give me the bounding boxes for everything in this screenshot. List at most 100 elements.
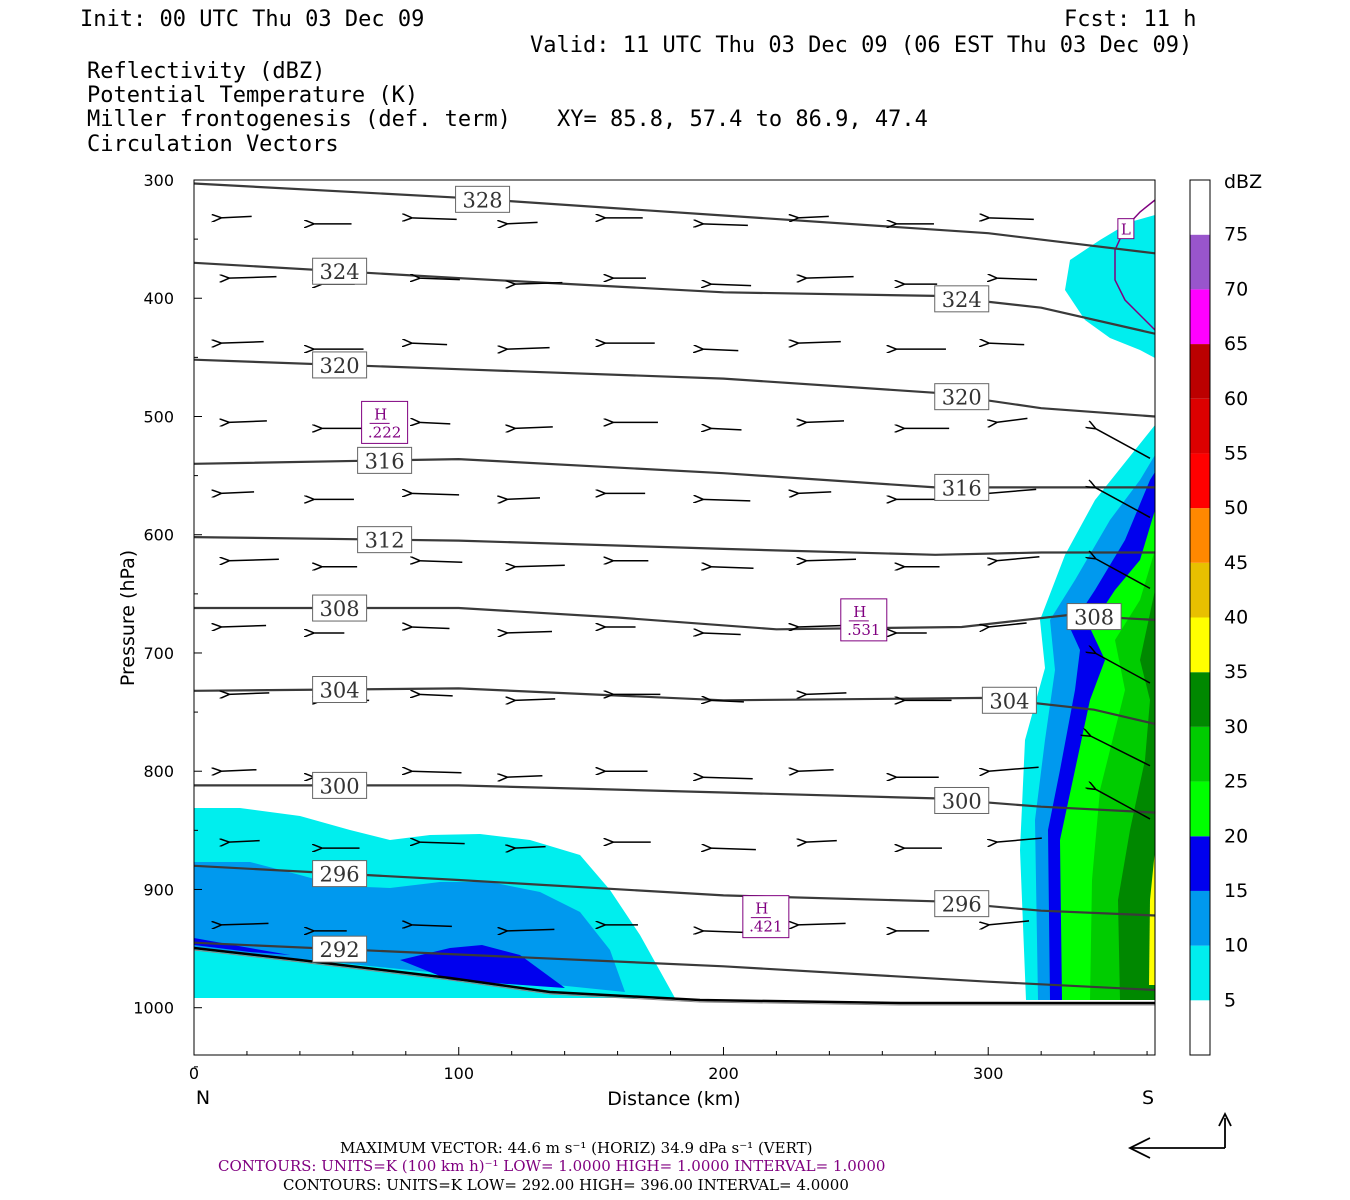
circulation-vector	[506, 929, 555, 931]
svg-text:296: 296	[320, 863, 360, 887]
theta-contour-304	[194, 687, 1155, 725]
theta-contour-label: 296	[934, 890, 990, 918]
svg-text:H: H	[853, 603, 866, 621]
y-tick-label: 700	[143, 644, 174, 663]
circulation-vector	[1095, 558, 1151, 590]
colorbar-level: 25	[1224, 771, 1248, 793]
theta-contour-label: 324	[934, 285, 990, 313]
circulation-vector	[506, 348, 550, 350]
frontogenesis-max-label: H.222	[361, 400, 409, 444]
theta-contour-328	[194, 182, 1155, 255]
cross-section-endpoints: XY= 85.8, 57.4 to 86.9, 47.4	[557, 107, 928, 132]
colorbar-swatch	[1190, 672, 1210, 727]
svg-text:308: 308	[1074, 606, 1114, 630]
colorbar-swatch	[1190, 508, 1210, 563]
circulation-vector	[988, 488, 1037, 493]
plot-area: 328 324 324 320 320 316 316 312 308 308 304 304 300 3…	[194, 182, 1155, 1006]
circulation-vector	[506, 498, 541, 500]
svg-text:H: H	[755, 900, 768, 918]
svg-text:312: 312	[365, 529, 405, 553]
circulation-vector	[514, 283, 563, 285]
theta-contour-300	[194, 784, 1155, 814]
circulation-vector	[996, 278, 1038, 280]
colorbar-swatch	[1190, 617, 1210, 673]
colorbar-swatch	[1190, 234, 1210, 290]
colorbar-swatch	[1190, 781, 1210, 837]
circulation-vector	[220, 492, 255, 494]
plot-frame	[193, 179, 1156, 1056]
colorbar-swatch	[1190, 945, 1210, 1001]
colorbar-level: 50	[1224, 497, 1248, 519]
colorbar-level: 60	[1224, 388, 1248, 410]
theta-contour-label: 320	[312, 351, 368, 379]
theta-contour-label: 324	[312, 257, 368, 285]
terrain-line-inner	[194, 949, 1155, 1006]
theta-contour-label: 304	[981, 686, 1037, 714]
circulation-vector	[996, 555, 1040, 561]
svg-text:.421: .421	[749, 918, 782, 936]
colorbar-swatch	[1190, 289, 1210, 345]
field-potential-temperature: Potential Temperature (K)	[87, 83, 418, 108]
theta-contour-label: 308	[312, 594, 368, 622]
theta-contour-296	[194, 864, 1155, 917]
y-tick-label: 300	[143, 171, 174, 190]
circulation-vector	[702, 224, 748, 226]
frontogenesis-contour	[1114, 199, 1155, 331]
colorbar-swatch	[1190, 562, 1210, 618]
circulation-vector	[220, 625, 267, 627]
theta-contour-label: 312	[357, 526, 413, 554]
circulation-vector	[710, 428, 742, 430]
circulation-vectors	[220, 216, 1151, 932]
reference-vector	[1127, 1111, 1232, 1159]
y-tick-label: 1000	[133, 999, 174, 1018]
circulation-vector	[1090, 736, 1151, 767]
svg-text:308: 308	[320, 597, 360, 621]
circulation-vector	[806, 841, 837, 843]
circulation-vector	[798, 923, 846, 925]
circulation-vector	[806, 421, 845, 423]
circulation-vector	[228, 693, 270, 695]
theta-contour-label: 308	[1066, 603, 1122, 631]
circulation-vector	[220, 770, 257, 772]
field-circulation-vectors: Circulation Vectors	[87, 132, 339, 157]
colorbar-level: 30	[1224, 716, 1248, 738]
circulation-vector	[710, 284, 752, 286]
colorbar-swatch	[1190, 890, 1210, 946]
circulation-vector	[710, 848, 756, 850]
circulation-vector	[1095, 653, 1151, 684]
y-tick-label: 800	[143, 762, 174, 781]
theta-contour-label: 300	[312, 771, 368, 799]
frontogenesis-max-label: H.421	[742, 895, 790, 939]
theta-contour-label: 296	[312, 860, 368, 888]
circulation-vector	[506, 631, 553, 633]
theta-contour-292	[194, 941, 1155, 992]
colorbar-level: 65	[1224, 333, 1248, 355]
circulation-vector	[996, 837, 1042, 842]
circulation-vector	[710, 700, 744, 702]
circulation-vector	[419, 694, 453, 696]
colorbar-level: 70	[1224, 278, 1248, 300]
colorbar-level: 75	[1224, 224, 1248, 246]
svg-text:304: 304	[320, 679, 360, 703]
circulation-vector	[411, 493, 460, 495]
x-tick-label: 300	[973, 1064, 1004, 1083]
circulation-vector	[506, 222, 538, 224]
colorbar-level: 10	[1224, 935, 1248, 957]
circulation-vector	[220, 923, 269, 925]
svg-text:320: 320	[320, 354, 360, 378]
circulation-vector	[988, 766, 1039, 771]
circulation-vector	[798, 342, 841, 344]
circulation-vector	[514, 699, 556, 701]
circulation-vector	[988, 920, 1030, 925]
x-tick-label: 0	[189, 1064, 199, 1083]
circulation-vector	[419, 561, 463, 563]
circulation-vector	[228, 841, 260, 843]
refl-15-left	[400, 945, 565, 988]
terrain-line	[194, 946, 1155, 1005]
circulation-vector	[411, 218, 457, 220]
colorbar-swatch	[1190, 1000, 1210, 1055]
circulation-vector	[514, 565, 565, 567]
max-vector-note: MAXIMUM VECTOR: 44.6 m s⁻¹ (HORIZ) 34.9 …	[340, 1139, 812, 1157]
colorbar-level: 20	[1224, 825, 1248, 847]
